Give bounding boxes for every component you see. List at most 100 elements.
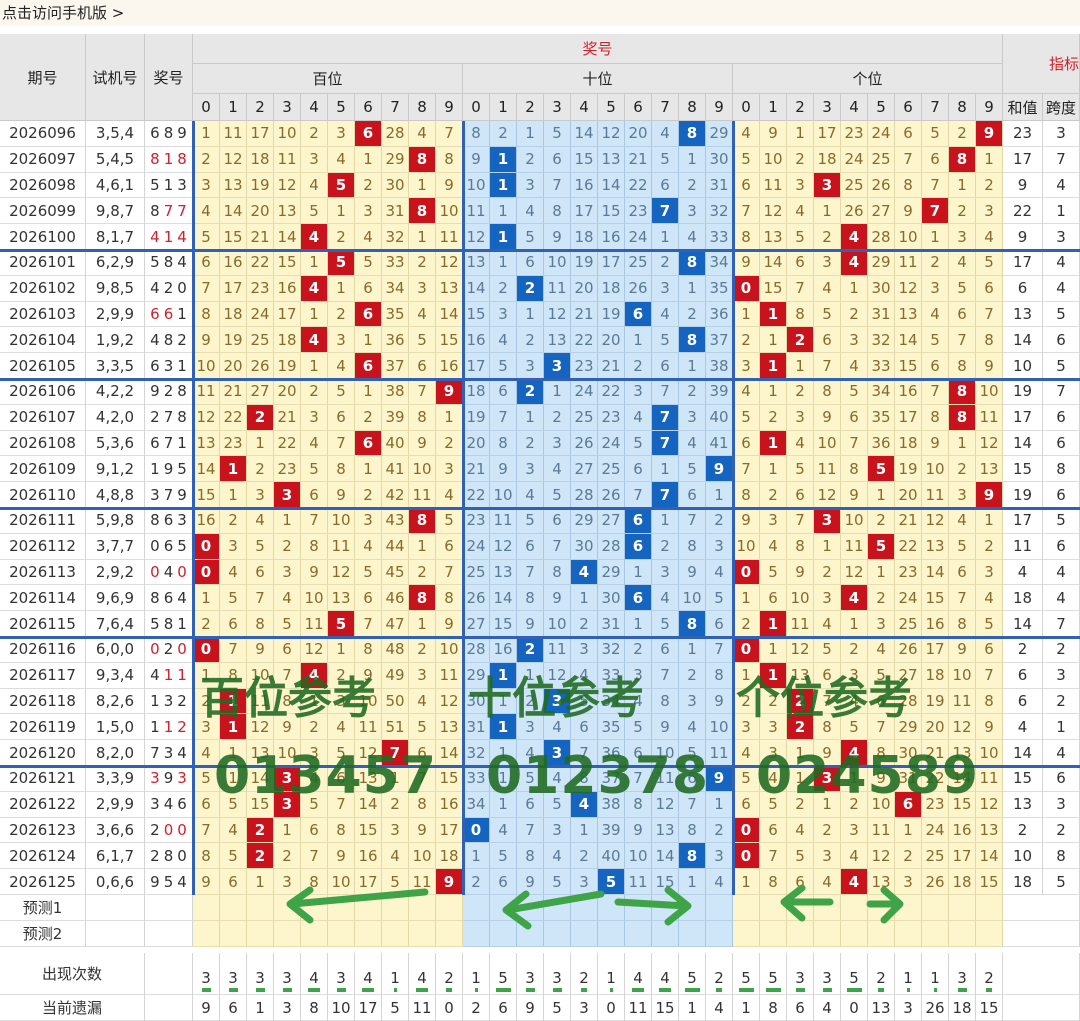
omission-cell: 4 (949, 250, 976, 276)
occurrence-count-cell: 3 (787, 953, 814, 995)
draw-digit: 0 (177, 279, 187, 298)
omission-cell: 32 (706, 198, 733, 225)
header-digit: 6 (625, 94, 652, 121)
position-separator (732, 121, 735, 895)
span-value-cell: 3 (1043, 662, 1080, 689)
omission-cell: 20 (247, 198, 274, 225)
sum-value-cell: 15 (1003, 766, 1043, 792)
period-cell: 2026118 (0, 688, 86, 715)
omission-cell: 7 (787, 508, 814, 534)
trial-number-cell: 3,7,7 (86, 533, 145, 560)
draw-digit: 8 (177, 408, 187, 427)
header-units: 个位 (733, 64, 1003, 94)
sum-value-cell: 10 (1003, 353, 1043, 379)
omission-cell: 2 (814, 817, 841, 844)
omission-cell: 45 (382, 559, 409, 586)
omission-cell: 25 (625, 250, 652, 276)
omission-cell: 8 (787, 301, 814, 328)
omission-cell: 4 (544, 456, 571, 483)
omission-cell: 2 (544, 404, 571, 431)
draw-digit: 2 (163, 382, 174, 401)
omission-cell: 25 (841, 172, 868, 199)
omission-cell: 8 (517, 585, 544, 612)
omission-cell: 6 (328, 766, 355, 792)
trial-number-cell: 2,9,9 (86, 301, 145, 328)
omission-cell: 21 (220, 379, 247, 405)
header-digit: 9 (436, 94, 463, 121)
prediction-row-1-cell (409, 895, 436, 921)
draw-digit: 2 (150, 408, 160, 427)
draw-digit: 3 (177, 769, 187, 788)
prediction-row-2-cell (247, 921, 274, 947)
omission-cell: 34 (463, 791, 490, 818)
omission-cell: 8 (706, 662, 733, 689)
omission-cell: 10 (868, 791, 895, 818)
draw-digit: 9 (177, 124, 187, 143)
omission-cell: 29 (706, 121, 733, 147)
period-cell: 2026125 (0, 869, 86, 895)
omission-cell: 1 (517, 301, 544, 328)
omission-cell: 15 (571, 146, 598, 173)
trial-number-cell: 4,6,1 (86, 172, 145, 199)
omission-cell: 1 (490, 688, 517, 715)
omission-cell: 7 (787, 275, 814, 302)
omission-cell: 31 (463, 714, 490, 741)
units-reference-label: 个位参考 (736, 673, 912, 724)
omission-cell: 7 (193, 817, 220, 844)
omission-cell: 28 (598, 533, 625, 560)
omission-cell: 12 (976, 430, 1003, 457)
sum-value-cell: 18 (1003, 869, 1043, 895)
omission-cell: 6 (922, 146, 949, 173)
omission-cell: 5 (625, 714, 652, 741)
omission-cell: 6 (571, 714, 598, 741)
draw-digit: 1 (163, 666, 174, 685)
sum-value-cell: 2 (1003, 637, 1043, 663)
sum-value-cell: 10 (1003, 843, 1043, 870)
current-omission-cell: 11 (625, 995, 652, 1021)
omission-cell: 24 (625, 224, 652, 250)
hit-cell: 9 (706, 456, 733, 483)
omission-cell: 7 (220, 637, 247, 663)
omission-cell: 12 (598, 121, 625, 147)
omission-cell: 9 (193, 869, 220, 895)
occurrence-value: 5 (498, 969, 508, 987)
omission-cell: 3 (787, 172, 814, 199)
omission-cell: 6 (220, 869, 247, 895)
omission-cell: 38 (706, 353, 733, 379)
occurrence-bar (738, 988, 754, 992)
period-cell: 2026107 (0, 404, 86, 431)
omission-cell: 1 (760, 637, 787, 663)
header-prize-number: 奖号 (193, 34, 1003, 64)
occurrence-bar (474, 988, 478, 992)
occurrence-bar (878, 988, 884, 992)
omission-cell: 3 (841, 817, 868, 844)
trial-number-cell: 8,2,0 (86, 740, 145, 766)
occurrence-value: 5 (687, 969, 697, 987)
mobile-version-link[interactable]: 点击访问手机版 > (0, 0, 1080, 26)
draw-digit: 6 (163, 304, 174, 323)
omission-cell: 51 (382, 714, 409, 741)
omission-cell: 4 (679, 430, 706, 457)
omission-cell: 1 (760, 456, 787, 483)
omission-cell: 3 (976, 198, 1003, 225)
occurrence-value: 3 (336, 969, 346, 987)
omission-cell: 26 (463, 585, 490, 612)
omission-cell: 2 (706, 817, 733, 844)
draw-digit: 1 (177, 304, 187, 323)
omission-cell: 1 (625, 611, 652, 637)
span-value-cell: 6 (1043, 766, 1080, 792)
omission-cell: 5 (517, 766, 544, 792)
header-digit: 3 (544, 94, 571, 121)
occurrence-value: 4 (417, 969, 427, 987)
trial-number-cell: 3,3,5 (86, 353, 145, 379)
prediction-row-1-cell (193, 895, 220, 921)
omission-cell: 2 (733, 688, 760, 715)
omission-cell: 31 (895, 766, 922, 792)
omission-cell: 3 (409, 662, 436, 689)
omission-cell: 1 (220, 766, 247, 792)
omission-cell: 10 (787, 585, 814, 612)
omission-cell: 5 (301, 791, 328, 818)
prediction-row-2-cell (733, 921, 760, 947)
